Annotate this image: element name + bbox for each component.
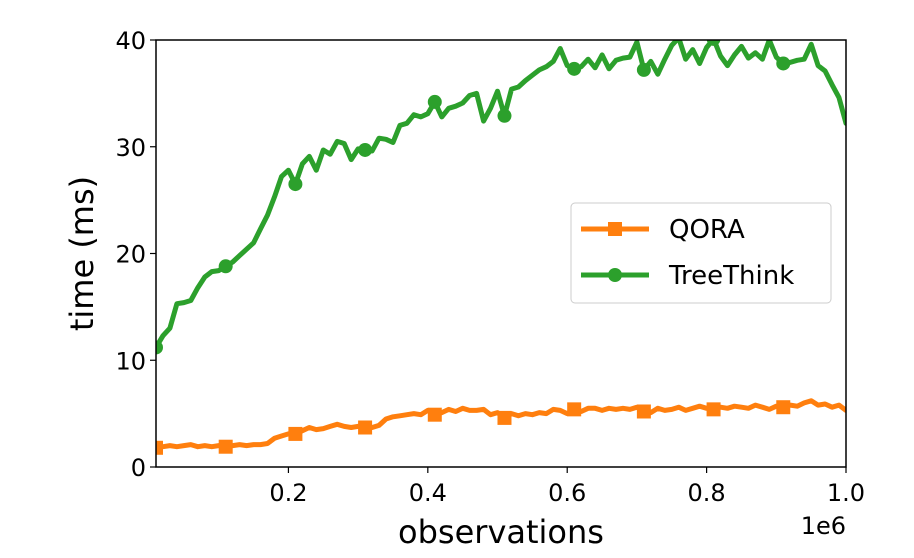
y-tick-label: 10 — [115, 347, 146, 375]
legend-swatch-marker — [608, 268, 622, 282]
data-point-marker — [288, 426, 303, 441]
data-point-marker — [636, 62, 651, 77]
data-point-marker — [218, 439, 233, 454]
data-point-marker — [567, 61, 582, 76]
data-point-marker — [776, 56, 791, 71]
data-point-marker — [427, 407, 442, 422]
data-point-marker — [358, 142, 373, 157]
data-point-marker — [156, 440, 163, 455]
data-point-marker — [358, 420, 373, 435]
x-tick-label: 0.4 — [409, 479, 447, 507]
x-tick-label: 0.8 — [688, 479, 726, 507]
legend: QORA TreeThink — [570, 202, 832, 304]
data-point-marker — [776, 400, 791, 415]
data-point-marker — [706, 402, 721, 417]
legend-entries: QORA TreeThink — [581, 215, 794, 291]
data-point-marker — [218, 259, 233, 274]
legend-swatch-marker — [608, 222, 622, 236]
data-point-marker — [706, 40, 721, 46]
plot-area — [156, 40, 846, 455]
data-point-marker — [567, 402, 582, 417]
legend-label: QORA — [669, 215, 745, 245]
x-axis-label: observations — [398, 513, 604, 551]
data-point-marker — [497, 410, 512, 425]
y-axis-label: time (ms) — [63, 176, 101, 331]
y-tick-label: 40 — [115, 27, 146, 55]
y-tick-label: 30 — [115, 134, 146, 162]
legend-label: TreeThink — [668, 261, 794, 291]
y-tick-label: 20 — [115, 241, 146, 269]
x-tick-label: 0.2 — [269, 479, 307, 507]
data-point-marker — [288, 177, 303, 192]
data-point-marker — [497, 108, 512, 123]
data-point-marker — [427, 94, 442, 109]
axis-ticks: 0.2 0.4 0.6 0.8 1.0 0 10 20 30 40 — [115, 27, 865, 507]
legend-entry-qora: QORA — [581, 215, 745, 245]
data-point-marker — [636, 404, 651, 419]
y-tick-label: 0 — [131, 454, 146, 482]
x-tick-label: 0.6 — [548, 479, 586, 507]
series-line — [156, 40, 846, 350]
x-axis-offset-label: 1e6 — [801, 512, 846, 540]
x-tick-label: 1.0 — [827, 479, 865, 507]
series-treethink — [156, 40, 846, 355]
series-qora — [156, 398, 846, 455]
legend-entry-treethink: TreeThink — [581, 261, 794, 291]
data-point-marker — [156, 340, 163, 355]
